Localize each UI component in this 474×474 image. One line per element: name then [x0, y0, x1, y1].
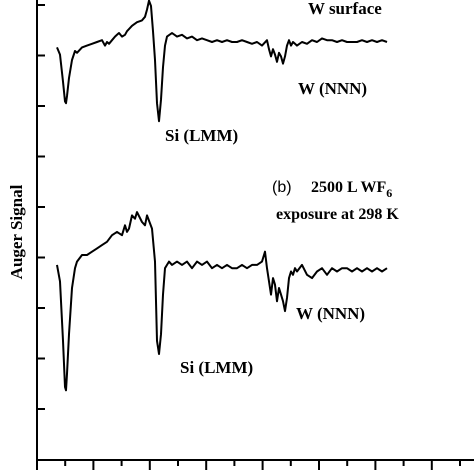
y-axis-label: Auger Signal — [7, 184, 26, 279]
annotation-b-line1-text: 2500 L WF — [311, 179, 387, 196]
annotation-b-line1-subscript: 6 — [386, 186, 392, 200]
annotation-top-w-nnn: W (NNN) — [298, 79, 367, 98]
annotation-top-si-lmm: Si (LMM) — [165, 126, 238, 145]
series-line-w-surface — [56, 0, 388, 123]
annotation-bottom-si-lmm: Si (LMM) — [180, 358, 253, 377]
annotation-b-line1: 2500 L WF6 — [311, 179, 392, 200]
annotation-bottom-w-nnn: W (NNN) — [296, 304, 365, 323]
annotation-b-line2: exposure at 298 K — [276, 206, 399, 223]
x-axis-ticks — [36, 460, 461, 470]
annotation-w-surface: W surface — [308, 0, 382, 18]
y-axis-ticks — [37, 4, 45, 410]
series-line-wf6-exposure — [56, 211, 388, 392]
annotation-b-prefix: (b) — [272, 179, 292, 196]
